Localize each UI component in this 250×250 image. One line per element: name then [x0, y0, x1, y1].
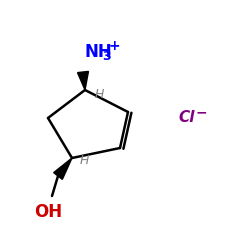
- Text: −: −: [196, 105, 207, 119]
- Text: OH: OH: [34, 203, 62, 221]
- Text: 3: 3: [102, 50, 110, 62]
- Text: H: H: [80, 154, 90, 166]
- Text: +: +: [109, 39, 120, 53]
- Text: H: H: [95, 88, 104, 101]
- Polygon shape: [78, 72, 88, 90]
- Text: NH: NH: [85, 43, 113, 61]
- Polygon shape: [54, 158, 72, 180]
- Text: Cl: Cl: [178, 110, 194, 126]
